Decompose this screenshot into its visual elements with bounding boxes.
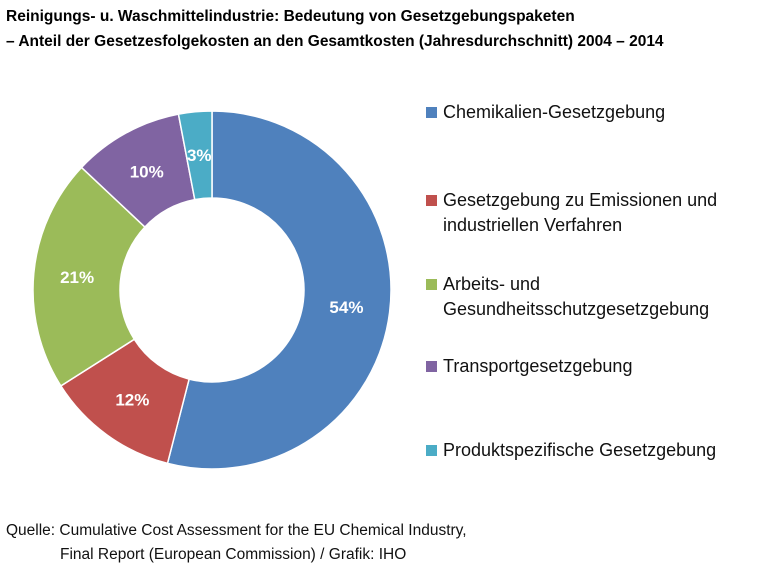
legend-label: Arbeits- und Gesundheitsschutzgesetzgebun… — [443, 272, 709, 322]
legend-swatch — [426, 195, 437, 206]
source-line-1: Quelle: Cumulative Cost Assessment for t… — [6, 522, 467, 539]
slice-value-label-4: 10% — [130, 162, 164, 181]
slice-value-label-5: 3% — [187, 146, 212, 165]
legend-item-3: Arbeits- und Gesundheitsschutzgesetzgebun… — [426, 272, 709, 322]
legend-item-5: Produktspezifische Gesetzgebung — [426, 438, 716, 463]
slice-value-label-2: 12% — [115, 391, 149, 410]
legend-label: Transportgesetzgebung — [443, 354, 632, 379]
legend-label-line: Arbeits- und — [443, 274, 541, 294]
donut-slice-1 — [166, 110, 392, 470]
legend-label-line: Gesundheitsschutzgesetzgebung — [443, 299, 710, 319]
slice-value-label-1: 54% — [329, 298, 363, 317]
source-note: Quelle: Cumulative Cost Assessment for t… — [6, 519, 467, 567]
legend-label-line: industriellen Verfahren — [443, 215, 623, 235]
slice-value-label-3: 21% — [60, 268, 94, 287]
legend-label-line: Transportgesetzgebung — [443, 356, 633, 376]
legend-label-line: Produktspezifische Gesetzgebung — [443, 440, 717, 460]
legend-item-1: Chemikalien-Gesetzgebung — [426, 100, 665, 125]
legend-item-2: Gesetzgebung zu Emissionen und industriel… — [426, 188, 717, 238]
chart-title-block: Reinigungs- u. Waschmittelindustrie: Bed… — [6, 4, 756, 54]
legend-item-4: Transportgesetzgebung — [426, 354, 632, 379]
legend-swatch — [426, 107, 437, 118]
chart-title: Reinigungs- u. Waschmittelindustrie: Bed… — [6, 8, 575, 25]
donut-slice-3 — [32, 166, 146, 387]
legend-swatch — [426, 361, 437, 372]
legend-swatch — [426, 279, 437, 290]
legend-label: Produktspezifische Gesetzgebung — [443, 438, 716, 463]
legend-label: Chemikalien-Gesetzgebung — [443, 100, 665, 125]
legend-label-line: Gesetzgebung zu Emissionen und — [443, 190, 718, 210]
source-line-2: Final Report (European Commission) / Gra… — [60, 546, 407, 563]
legend-label: Gesetzgebung zu Emissionen und industriel… — [443, 188, 717, 238]
chart-subtitle: – Anteil der Gesetzesfolgekosten an den … — [6, 33, 664, 50]
legend-swatch — [426, 445, 437, 456]
donut-slice-5 — [177, 110, 213, 201]
legend-label-line: Chemikalien-Gesetzgebung — [443, 102, 666, 122]
